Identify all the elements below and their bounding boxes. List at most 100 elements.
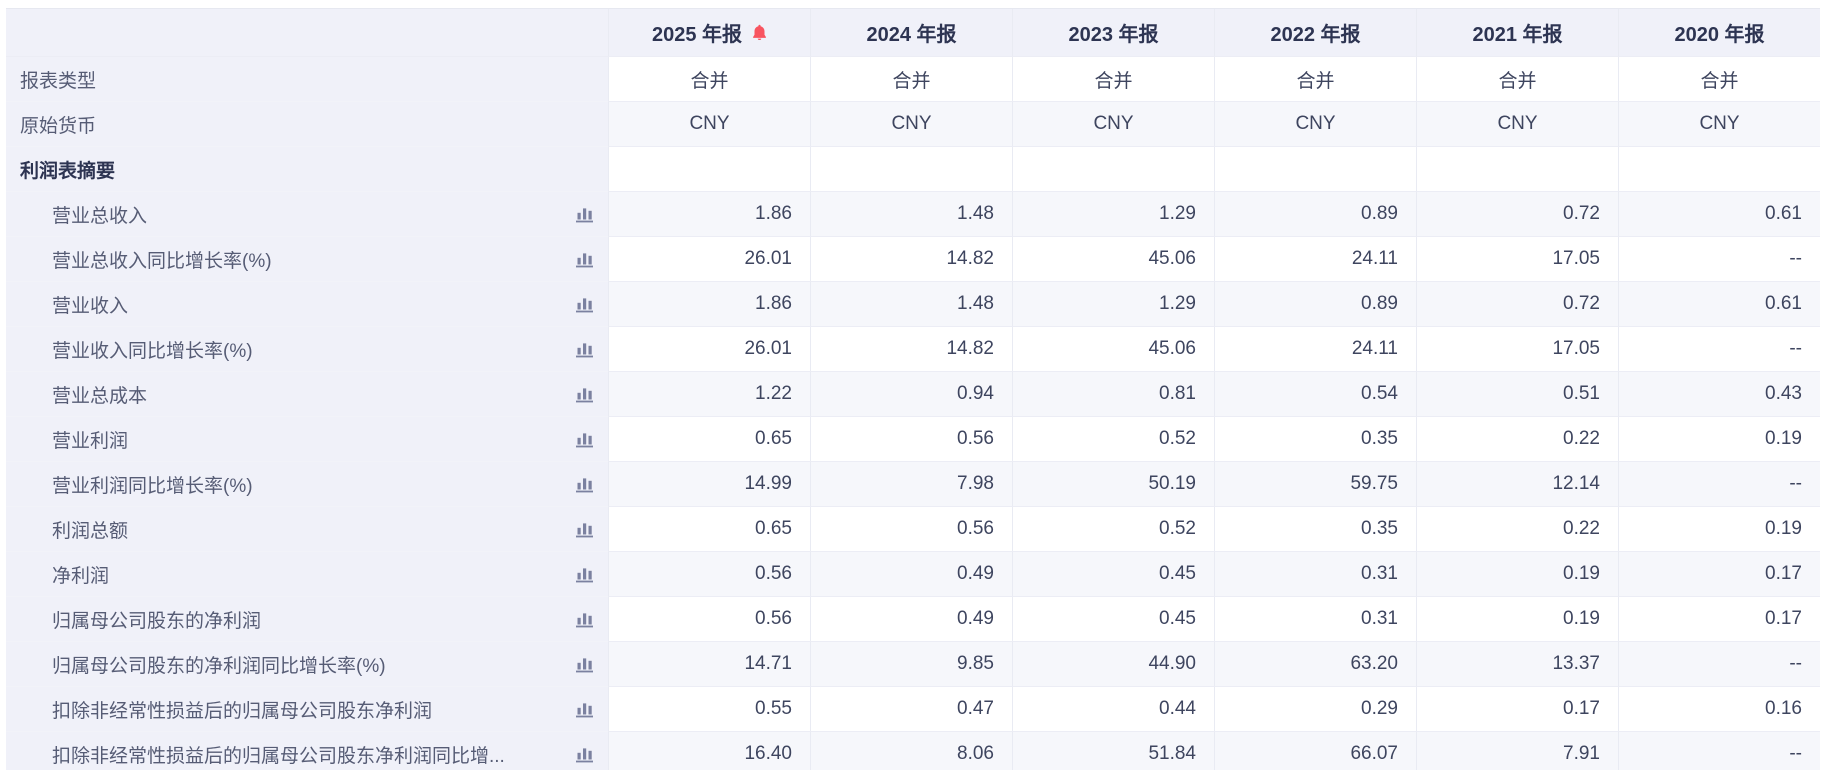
cell: --: [1618, 732, 1820, 770]
row-label-cell: 营业总收入: [6, 192, 608, 237]
header-empty-corner-cell: [6, 9, 608, 57]
cell: 合并: [1618, 57, 1820, 102]
cell: 0.17: [1618, 552, 1820, 597]
cell: 合并: [810, 57, 1012, 102]
cell: 0.19: [1416, 597, 1618, 642]
cell: 0.54: [1214, 372, 1416, 417]
cell: 14.99: [608, 462, 810, 507]
cell: 0.45: [1012, 552, 1214, 597]
cell: [1214, 147, 1416, 192]
cell: 合并: [1214, 57, 1416, 102]
bell-icon[interactable]: [752, 24, 767, 41]
bar-chart-icon[interactable]: [575, 521, 594, 538]
cell: 0.65: [608, 507, 810, 552]
row-label-cell: 归属母公司股东的净利润: [6, 597, 608, 642]
cell: 0.89: [1214, 282, 1416, 327]
cell: 0.56: [608, 597, 810, 642]
year-column-header: 2023 年报: [1012, 9, 1214, 57]
cell: 26.01: [608, 237, 810, 282]
cell: 17.05: [1416, 237, 1618, 282]
bar-chart-icon[interactable]: [575, 701, 594, 718]
bar-chart-icon[interactable]: [575, 206, 594, 223]
table-header-row: 2025 年报 2024 年报 2023 年报 2022 年报 2021 年报 2020 …: [6, 9, 1820, 57]
year-column-header: 2021 年报: [1416, 9, 1618, 57]
row-label: 扣除非经常性损益后的归属母公司股东净利润同比增...: [52, 745, 505, 767]
bar-chart-icon[interactable]: [575, 656, 594, 673]
cell: --: [1618, 237, 1820, 282]
cell: 24.11: [1214, 237, 1416, 282]
cell: --: [1618, 327, 1820, 372]
year-column-header-label: 2022 年报: [1270, 24, 1361, 46]
row-label: 营业总收入: [52, 205, 148, 227]
table-row: 扣除非经常性损益后的归属母公司股东净利润 0.55 0.47 0.44 0.29 0.17…: [6, 687, 1820, 732]
cell: 0.16: [1618, 687, 1820, 732]
row-label: 原始货币: [6, 102, 608, 147]
row-label: 营业收入同比增长率(%): [52, 340, 253, 362]
cell: 0.89: [1214, 192, 1416, 237]
cell: 0.17: [1618, 597, 1820, 642]
cell: 45.06: [1012, 327, 1214, 372]
table-row: 归属母公司股东的净利润同比增长率(%) 14.71 9.85 44.90 63.20 13…: [6, 642, 1820, 687]
row-label: 营业收入: [52, 295, 129, 317]
cell: 1.48: [810, 192, 1012, 237]
table-row: 利润总额 0.65 0.56 0.52 0.35 0.22 0.19: [6, 507, 1820, 552]
row-label-cell: 营业收入: [6, 282, 608, 327]
cell: 14.71: [608, 642, 810, 687]
table-row: 营业总收入同比增长率(%) 26.01 14.82 45.06 24.11 17.05 --: [6, 237, 1820, 282]
section-row: 利润表摘要: [6, 147, 1820, 192]
table-row: 营业收入同比增长率(%) 26.01 14.82 45.06 24.11 17.05 --: [6, 327, 1820, 372]
cell: 0.56: [810, 417, 1012, 462]
cell: [1416, 147, 1618, 192]
row-label-cell: 扣除非经常性损益后的归属母公司股东净利润同比增...: [6, 732, 608, 770]
bar-chart-icon[interactable]: [575, 341, 594, 358]
cell: 0.22: [1416, 507, 1618, 552]
cell: 1.86: [608, 192, 810, 237]
section-title: 利润表摘要: [6, 147, 608, 192]
row-label-cell: 扣除非经常性损益后的归属母公司股东净利润: [6, 687, 608, 732]
cell: 0.94: [810, 372, 1012, 417]
bar-chart-icon[interactable]: [575, 251, 594, 268]
table-row: 净利润 0.56 0.49 0.45 0.31 0.19 0.17: [6, 552, 1820, 597]
cell: 0.19: [1416, 552, 1618, 597]
cell: 0.81: [1012, 372, 1214, 417]
cell: 0.65: [608, 417, 810, 462]
bar-chart-icon[interactable]: [575, 296, 594, 313]
year-column-header-label: 2021 年报: [1472, 24, 1563, 46]
year-column-header-label: 2024 年报: [866, 24, 957, 46]
cell: --: [1618, 642, 1820, 687]
bar-chart-icon[interactable]: [575, 611, 594, 628]
row-label: 净利润: [52, 565, 110, 587]
cell: 0.55: [608, 687, 810, 732]
cell: 0.31: [1214, 552, 1416, 597]
cell: 24.11: [1214, 327, 1416, 372]
cell: 51.84: [1012, 732, 1214, 770]
row-label-cell: 营业收入同比增长率(%): [6, 327, 608, 372]
table-row: 营业总成本 1.22 0.94 0.81 0.54 0.51 0.43: [6, 372, 1820, 417]
cell: 0.43: [1618, 372, 1820, 417]
cell: 0.35: [1214, 417, 1416, 462]
cell: [1618, 147, 1820, 192]
cell: 0.47: [810, 687, 1012, 732]
cell: CNY: [1214, 102, 1416, 147]
cell: 7.91: [1416, 732, 1618, 770]
cell: [1012, 147, 1214, 192]
bar-chart-icon[interactable]: [575, 476, 594, 493]
row-label: 营业利润: [52, 430, 129, 452]
table-row: 营业总收入 1.86 1.48 1.29 0.89 0.72 0.61: [6, 192, 1820, 237]
bar-chart-icon[interactable]: [575, 566, 594, 583]
cell: CNY: [1416, 102, 1618, 147]
cell: 0.22: [1416, 417, 1618, 462]
cell: 12.14: [1416, 462, 1618, 507]
row-label: 归属母公司股东的净利润: [52, 610, 262, 632]
row-label-cell: 归属母公司股东的净利润同比增长率(%): [6, 642, 608, 687]
bar-chart-icon[interactable]: [575, 386, 594, 403]
year-column-header: 2025 年报: [608, 9, 810, 57]
bar-chart-icon[interactable]: [575, 431, 594, 448]
row-label-cell: 营业总成本: [6, 372, 608, 417]
cell: 0.56: [810, 507, 1012, 552]
cell: [608, 147, 810, 192]
cell: 26.01: [608, 327, 810, 372]
bar-chart-icon[interactable]: [575, 746, 594, 763]
cell: 66.07: [1214, 732, 1416, 770]
